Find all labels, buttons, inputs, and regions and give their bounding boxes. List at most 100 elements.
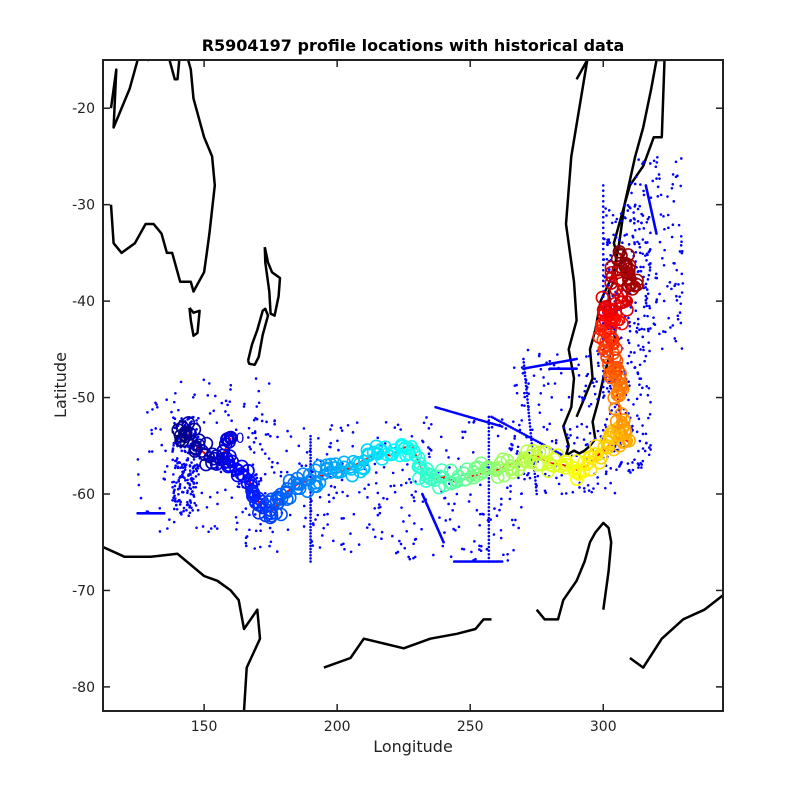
historical-point [630,191,633,195]
historical-point [329,428,332,431]
historical-point [509,484,512,488]
historical-point [520,419,524,422]
historical-point [601,205,605,208]
historical-point [259,478,263,482]
historical-point [454,528,457,532]
profile-marker [493,456,508,470]
profile-number-label: 3 [631,280,640,296]
historical-point [309,513,312,516]
historical-point [400,506,403,510]
historical-point [316,513,320,517]
profile-marker [604,265,619,280]
historical-point [536,474,540,478]
historical-point [424,498,428,501]
historical-point [188,483,192,487]
historical-point [631,235,635,239]
historical-point [641,447,645,450]
historical-point [678,295,681,298]
historical-point [188,499,192,502]
historical-point [487,430,491,433]
historical-point [601,279,605,283]
historical-point [192,465,195,468]
historical-point [317,436,320,440]
historical-point [647,341,650,344]
historical-point [605,257,609,261]
historical-point [192,477,195,481]
historical-point [342,517,345,520]
historical-point [601,247,605,251]
historical-point [673,262,676,265]
historical-point [192,432,196,436]
historical-point [309,528,312,532]
historical-point [636,207,640,211]
profile-number-label: 2 [613,386,622,402]
historical-point [629,350,633,354]
historical-point [648,446,651,449]
historical-point [627,469,630,473]
profile-point [357,454,370,467]
historical-point [340,429,344,432]
historical-point [655,232,658,235]
historical-point [593,377,597,381]
profile-point [605,271,618,283]
historical-point [658,177,661,180]
historical-point [539,391,543,395]
historical-point [649,400,652,404]
historical-point [633,218,636,221]
historical-point [522,361,526,364]
historical-point [178,461,182,465]
historical-point [309,503,312,507]
profile-point [219,457,232,470]
historical-point [631,468,635,472]
historical-point [244,544,248,548]
historical-point [596,361,600,365]
historical-point [268,526,272,530]
historical-point [172,507,176,511]
historical-point [487,466,491,469]
historical-point [479,483,482,487]
profile-point [331,466,344,479]
historical-point [562,426,566,429]
historical-point [422,421,426,425]
historical-point [628,329,632,333]
profile-point [629,280,642,293]
historical-point [635,397,639,401]
historical-point [402,520,405,523]
historical-point [248,528,251,532]
historical-point [520,366,524,369]
historical-point [517,526,520,530]
historical-point [487,451,491,455]
historical-point [487,502,491,505]
historical-point [556,353,559,356]
historical-point [601,215,605,219]
historical-point [583,389,587,393]
historical-point [148,450,151,453]
historical-point [258,545,262,549]
historical-point [235,521,239,525]
historical-point [314,518,317,521]
historical-point [255,405,259,408]
historical-point [670,186,674,190]
historical-point [641,424,644,427]
historical-point [264,433,268,436]
x-tick-label: 250 [457,719,484,735]
historical-point [453,502,456,506]
historical-point [542,376,545,379]
historical-point [493,507,496,510]
historical-point [378,511,382,515]
historical-point [605,387,609,390]
historical-point [604,486,607,490]
historical-point [230,419,233,423]
historical-point [671,324,675,327]
historical-point [601,284,605,288]
historical-point [247,436,250,439]
historical-point [158,506,162,510]
historical-point [537,403,541,406]
y-tick-label: -40 [72,294,95,310]
historical-point [601,385,605,389]
historical-point [163,478,167,481]
historical-point [637,463,641,467]
historical-point [327,493,331,497]
historical-point [531,428,534,432]
historical-point [523,395,527,399]
